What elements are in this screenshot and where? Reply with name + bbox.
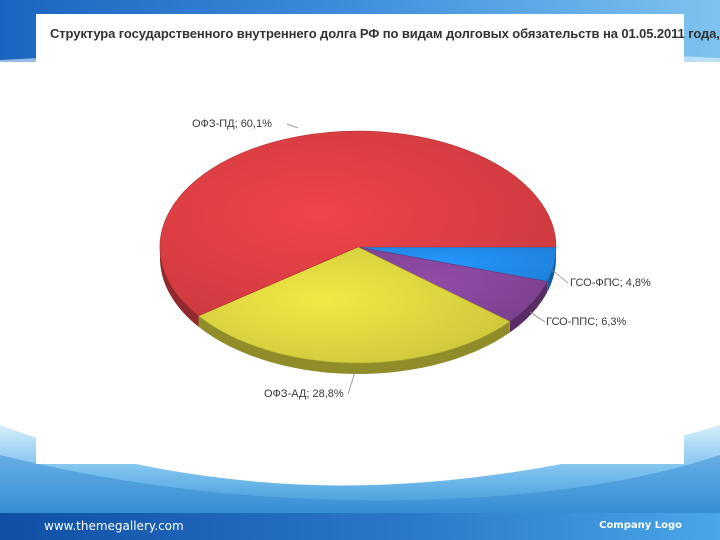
pie-side-ГСО-ФПС — [547, 247, 556, 293]
slice-label-ОФЗ-АД: ОФЗ-АД; 28,8% — [264, 388, 344, 400]
slice-label-ГСО-ППС: ГСО-ППС; 6,3% — [546, 316, 627, 328]
website-link[interactable]: www.themegallery.com — [44, 519, 184, 533]
slice-label-ГСО-ФПС: ГСО-ФПС; 4,8% — [570, 277, 651, 289]
pie-side-ОФЗ-АД — [198, 315, 510, 374]
company-logo: Company Logo — [599, 520, 682, 531]
pie-slice-ОФЗ-АД — [197, 246, 511, 364]
pie-side-ОФЗ-ПД — [160, 247, 199, 327]
leader-line-ОФЗ-ПД — [286, 123, 299, 129]
pie-side-ГСО-ППС — [509, 281, 548, 333]
leader-line-ГСО-ППС — [529, 311, 546, 323]
leader-line-ГСО-ФПС — [551, 269, 569, 284]
slice-label-ОФЗ-ПД: ОФЗ-ПД; 60,1% — [192, 118, 272, 130]
pie-slice-ОФЗ-ПД — [159, 130, 557, 317]
leader-line-ОФЗ-АД — [347, 371, 356, 395]
footer-bar — [0, 513, 720, 540]
chart-title: Структура государственного внутреннего д… — [50, 26, 720, 41]
pie-sides — [160, 247, 556, 374]
